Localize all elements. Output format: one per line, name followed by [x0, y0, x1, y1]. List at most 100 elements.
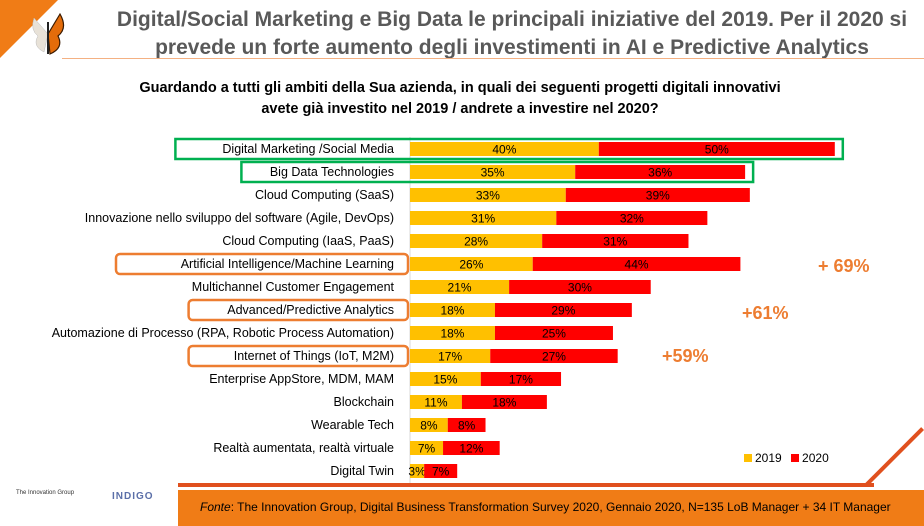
value-label-2020: 32% — [620, 212, 644, 226]
bar-2020 — [447, 418, 486, 432]
value-label-2020: 50% — [705, 143, 729, 157]
bar-2020 — [461, 395, 547, 409]
bar-2019 — [410, 303, 495, 317]
value-label-2020: 36% — [648, 166, 672, 180]
source-prefix: Fonte — [200, 500, 231, 514]
bar-2020 — [598, 142, 835, 156]
bar-2020 — [575, 165, 746, 179]
category-label: Realtà aumentata, realtà virtuale — [213, 441, 394, 455]
value-label-2020: 25% — [542, 327, 566, 341]
value-label-2020: 12% — [459, 442, 483, 456]
value-label-2019: 17% — [438, 350, 462, 364]
value-label-2020: 39% — [646, 189, 670, 203]
bar-2020 — [494, 303, 632, 317]
value-label-2020: 7% — [432, 465, 450, 479]
category-label: Multichannel Customer Engagement — [192, 280, 395, 294]
chart-legend: 2019 2020 — [738, 450, 829, 465]
title-divider — [62, 58, 924, 59]
value-label-2019: 35% — [481, 166, 505, 180]
bar-2019 — [410, 372, 481, 386]
category-label: Cloud Computing (IaaS, PaaS) — [222, 234, 394, 248]
growth-iot: +59% — [662, 346, 709, 366]
bar-2019 — [410, 418, 448, 432]
value-label-2020: 44% — [625, 258, 649, 272]
highlight-box-orange — [187, 298, 410, 322]
source-text: : The Innovation Group, Digital Business… — [230, 500, 891, 514]
bar-2020 — [490, 349, 618, 363]
highlight-box-green — [240, 160, 755, 184]
bar-2020 — [542, 234, 689, 248]
value-label-2020: 29% — [551, 304, 575, 318]
category-label: Advanced/Predictive Analytics — [227, 303, 394, 317]
bar-2020 — [532, 257, 741, 271]
value-label-2020: 17% — [509, 373, 533, 387]
category-label: Innovazione nello sviluppo del software … — [85, 211, 394, 225]
legend-swatch-2020 — [791, 453, 800, 462]
bar-2019 — [410, 395, 462, 409]
bar-2019 — [410, 257, 533, 271]
bar-2020 — [443, 441, 500, 455]
bar-2019 — [410, 326, 495, 340]
bar-2019 — [410, 441, 444, 455]
category-label: Cloud Computing (SaaS) — [255, 188, 394, 202]
value-label-2019: 26% — [459, 258, 483, 272]
bar-2019 — [410, 165, 576, 179]
question-line-1: Guardando a tutti gli ambiti della Sua a… — [139, 80, 781, 96]
highlight-box-green — [174, 137, 845, 161]
bar-2019 — [410, 280, 510, 294]
category-label: Digital Twin — [330, 464, 394, 478]
value-label-2019: 8% — [420, 419, 438, 433]
category-label: Enterprise AppStore, MDM, MAM — [209, 372, 394, 386]
value-label-2020: 30% — [568, 281, 592, 295]
category-label: Artificial Intelligence/Machine Learning — [181, 257, 394, 271]
bar-2020 — [480, 372, 562, 386]
bar-2020 — [424, 464, 458, 478]
value-label-2020: 8% — [458, 419, 476, 433]
value-label-2019: 21% — [448, 281, 472, 295]
footer-bar — [178, 490, 924, 526]
bar-2019 — [410, 349, 491, 363]
legend-swatch-2019 — [744, 453, 752, 462]
bar-2020 — [556, 211, 708, 225]
value-label-2019: 18% — [440, 327, 464, 341]
category-label: Digital Marketing /Social Media — [222, 142, 394, 156]
question-line-2: avete già investito nel 2019 / andrete a… — [261, 101, 659, 117]
highlight-box-orange — [187, 344, 410, 368]
value-label-2019: 31% — [471, 212, 495, 226]
value-label-2019: 33% — [476, 189, 500, 203]
value-label-2020: 18% — [492, 396, 516, 410]
highlight-box-orange — [114, 252, 410, 276]
legend-label-2020: 2020 — [802, 450, 829, 465]
slide-title: Digital/Social Marketing e Big Data le p… — [116, 8, 908, 59]
value-label-2019: 28% — [464, 235, 488, 249]
bar-2019 — [410, 188, 566, 202]
category-label: Automazione di Processo (RPA, Robotic Pr… — [52, 326, 394, 340]
value-label-2019: 3% — [408, 465, 426, 479]
growth-predictive: +61% — [742, 303, 789, 323]
bar-2020 — [509, 280, 651, 294]
category-label: Wearable Tech — [311, 418, 394, 432]
growth-ai: + 69% — [818, 256, 870, 276]
value-label-2019: 15% — [433, 373, 457, 387]
value-label-2020: 31% — [603, 235, 627, 249]
value-label-2019: 7% — [418, 442, 436, 456]
bar-2020 — [494, 326, 613, 340]
value-label-2019: 18% — [440, 304, 464, 318]
bar-2019 — [410, 142, 599, 156]
category-label: Blockchain — [334, 395, 394, 409]
butterfly-logo-icon — [32, 12, 65, 55]
survey-question: Guardando a tutti gli ambiti della Sua a… — [60, 78, 860, 120]
bar-2020 — [565, 188, 750, 202]
legend-label-2019: 2019 — [755, 450, 782, 465]
category-label: Internet of Things (IoT, M2M) — [234, 349, 394, 363]
footer-stripe — [178, 483, 874, 487]
bar-2019 — [410, 211, 557, 225]
source-note: Fonte: The Innovation Group, Digital Bus… — [200, 500, 891, 514]
category-label: Big Data Technologies — [270, 165, 394, 179]
indigo-logo: INDIGO — [112, 491, 154, 502]
innovation-group-logo: The Innovation Group — [16, 490, 75, 496]
value-label-2020: 27% — [542, 350, 566, 364]
value-label-2019: 11% — [424, 396, 447, 410]
value-label-2019: 40% — [492, 143, 516, 157]
